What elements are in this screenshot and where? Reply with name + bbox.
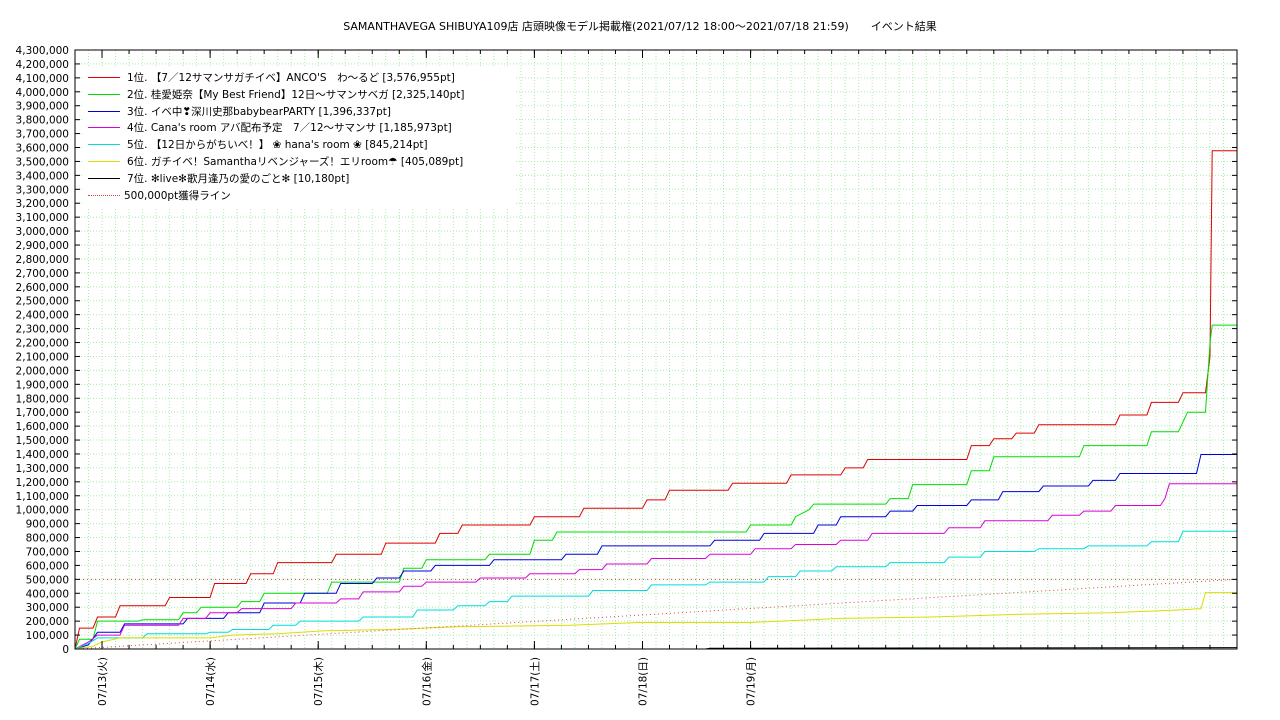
y-tick-label: 2,700,000 — [16, 268, 69, 280]
y-axis: 0 100,000 200,000 300,000 400,000 500,000 600,… — [16, 45, 1237, 656]
legend-swatch — [88, 177, 120, 179]
y-tick-label: 2,500,000 — [16, 296, 69, 308]
y-tick-label: 3,500,000 — [16, 156, 69, 168]
legend-item: 5位. 【12日からがちいべ！】 ❀ hana's room ❀ [845,21… — [82, 136, 514, 152]
legend-swatch — [88, 194, 120, 196]
y-tick-label: 3,700,000 — [16, 129, 69, 141]
y-tick-label: 2,600,000 — [16, 282, 69, 294]
legend-swatch — [88, 93, 120, 95]
y-tick-label: 2,200,000 — [16, 338, 69, 350]
x-axis: 07/13(火) 07/14(水) 07/15(木) 07/16(金) 07/17(土)… — [74, 50, 1238, 706]
y-tick-label: 800,000 — [26, 533, 69, 545]
series-group — [74, 150, 1238, 650]
y-tick-label: 3,300,000 — [16, 184, 69, 196]
x-tick-label: 07/19(月) — [746, 657, 758, 706]
legend-label: 3位. イベ中❣深川史那babybearPARTY [1,396,337pt] — [127, 105, 391, 118]
legend-item: 1位. 【7／12サマンサガチイベ】ANCO'S わ〜るど [3,576,955… — [82, 69, 514, 85]
y-tick-label: 3,400,000 — [16, 170, 69, 182]
y-tick-label: 3,600,000 — [16, 143, 69, 155]
legend-swatch — [88, 161, 120, 162]
y-tick-label: 2,900,000 — [16, 240, 69, 252]
y-tick-label: 1,200,000 — [16, 477, 69, 489]
legend-label: 5位. 【12日からがちいべ！】 ❀ hana's room ❀ [845,21… — [127, 139, 428, 152]
x-tick-label: 07/16(金) — [420, 657, 433, 706]
plot-frame — [74, 49, 1238, 650]
y-tick-label: 4,000,000 — [16, 87, 69, 99]
y-tick-label: 4,300,000 — [16, 45, 69, 57]
legend-item: 7位. ✻live✻歌月逢乃の愛のごと✻ [10,180pt] — [82, 170, 514, 186]
y-tick-label: 1,600,000 — [16, 421, 69, 433]
legend-item: 500,000pt獲得ライン — [82, 187, 514, 203]
y-tick-label: 1,700,000 — [16, 407, 69, 419]
y-tick-label: 2,100,000 — [16, 351, 69, 363]
y-tick-label: 3,200,000 — [16, 198, 69, 210]
legend: 1位. 【7／12サマンサガチイベ】ANCO'S わ〜るど [3,576,955… — [82, 66, 514, 208]
x-tick-label: 07/14(水) — [205, 657, 217, 706]
y-tick-label: 200,000 — [26, 616, 69, 628]
y-tick-label: 3,000,000 — [16, 226, 69, 238]
legend-swatch — [88, 77, 120, 78]
legend-swatch — [88, 127, 120, 129]
series-line-3 — [74, 454, 1237, 650]
y-tick-label: 4,100,000 — [16, 73, 69, 85]
legend-label: 7位. ✻live✻歌月逢乃の愛のごと✻ [10,180pt] — [127, 172, 350, 185]
y-tick-label: 1,800,000 — [16, 393, 69, 405]
legend-item: 6位. ガチイベ！Samanthaリベンジャーズ！エリroom☂ [405,08… — [82, 153, 514, 169]
y-tick-label: 400,000 — [26, 588, 69, 600]
y-tick-label: 3,100,000 — [16, 212, 69, 224]
plot-border — [74, 49, 1238, 650]
y-tick-label: 2,300,000 — [16, 324, 69, 336]
legend-label: 6位. ガチイベ！Samanthaリベンジャーズ！エリroom☂ [405,08… — [127, 156, 464, 168]
series-line-1 — [74, 150, 1237, 650]
legend-label: 4位. Cana's room アバ配布予定 7／12〜サマンサ [1,185,… — [127, 122, 452, 135]
legend-item: 2位. 桂愛姫奈【My Best Friend】12日〜サマンサベガ [2,32… — [82, 86, 514, 102]
legend-label: 1位. 【7／12サマンサガチイベ】ANCO'S わ〜るど [3,576,955… — [127, 72, 455, 84]
y-tick-label: 2,400,000 — [16, 310, 69, 322]
series-line-4 — [74, 483, 1237, 650]
y-tick-label: 600,000 — [26, 560, 69, 572]
legend-label: 500,000pt獲得ライン — [124, 189, 231, 202]
y-tick-label: 500,000 — [26, 574, 69, 586]
y-tick-label: 2,800,000 — [16, 254, 69, 266]
y-tick-label: 1,100,000 — [16, 491, 69, 503]
y-tick-label: 1,500,000 — [16, 435, 69, 447]
y-tick-label: 3,800,000 — [16, 115, 69, 127]
y-tick-label: 1,300,000 — [16, 463, 69, 475]
legend-item: 4位. Cana's room アバ配布予定 7／12〜サマンサ [1,185,… — [82, 119, 514, 135]
series-line-2 — [74, 324, 1237, 650]
y-tick-label: 3,900,000 — [16, 101, 69, 113]
y-tick-label: 0 — [62, 644, 69, 656]
y-tick-label: 1,900,000 — [16, 379, 69, 391]
x-tick-label: 07/13(火) — [97, 657, 109, 706]
y-tick-label: 2,000,000 — [16, 365, 69, 377]
series-line-5 — [74, 530, 1237, 650]
legend-swatch — [88, 110, 120, 112]
legend-label: 2位. 桂愛姫奈【My Best Friend】12日〜サマンサベガ [2,32… — [127, 88, 465, 101]
chart-title: SAMANTHAVEGA SHIBUYA109店 店頭映像モデル掲載権(2021… — [343, 20, 937, 33]
x-tick-label: 07/17(土) — [528, 657, 541, 706]
y-tick-label: 1,000,000 — [16, 505, 69, 517]
x-tick-label: 07/15(木) — [313, 657, 325, 706]
y-tick-label: 4,200,000 — [16, 59, 69, 71]
y-tick-label: 700,000 — [26, 546, 69, 558]
y-tick-label: 300,000 — [26, 602, 69, 614]
legend-swatch — [88, 144, 120, 146]
x-tick-label: 07/18(日) — [637, 657, 649, 706]
y-tick-label: 100,000 — [26, 630, 69, 642]
legend-item: 3位. イベ中❣深川史那babybearPARTY [1,396,337pt] — [82, 103, 514, 119]
series-line-6 — [74, 592, 1237, 650]
y-tick-label: 900,000 — [26, 519, 69, 531]
y-tick-label: 1,400,000 — [16, 449, 69, 461]
